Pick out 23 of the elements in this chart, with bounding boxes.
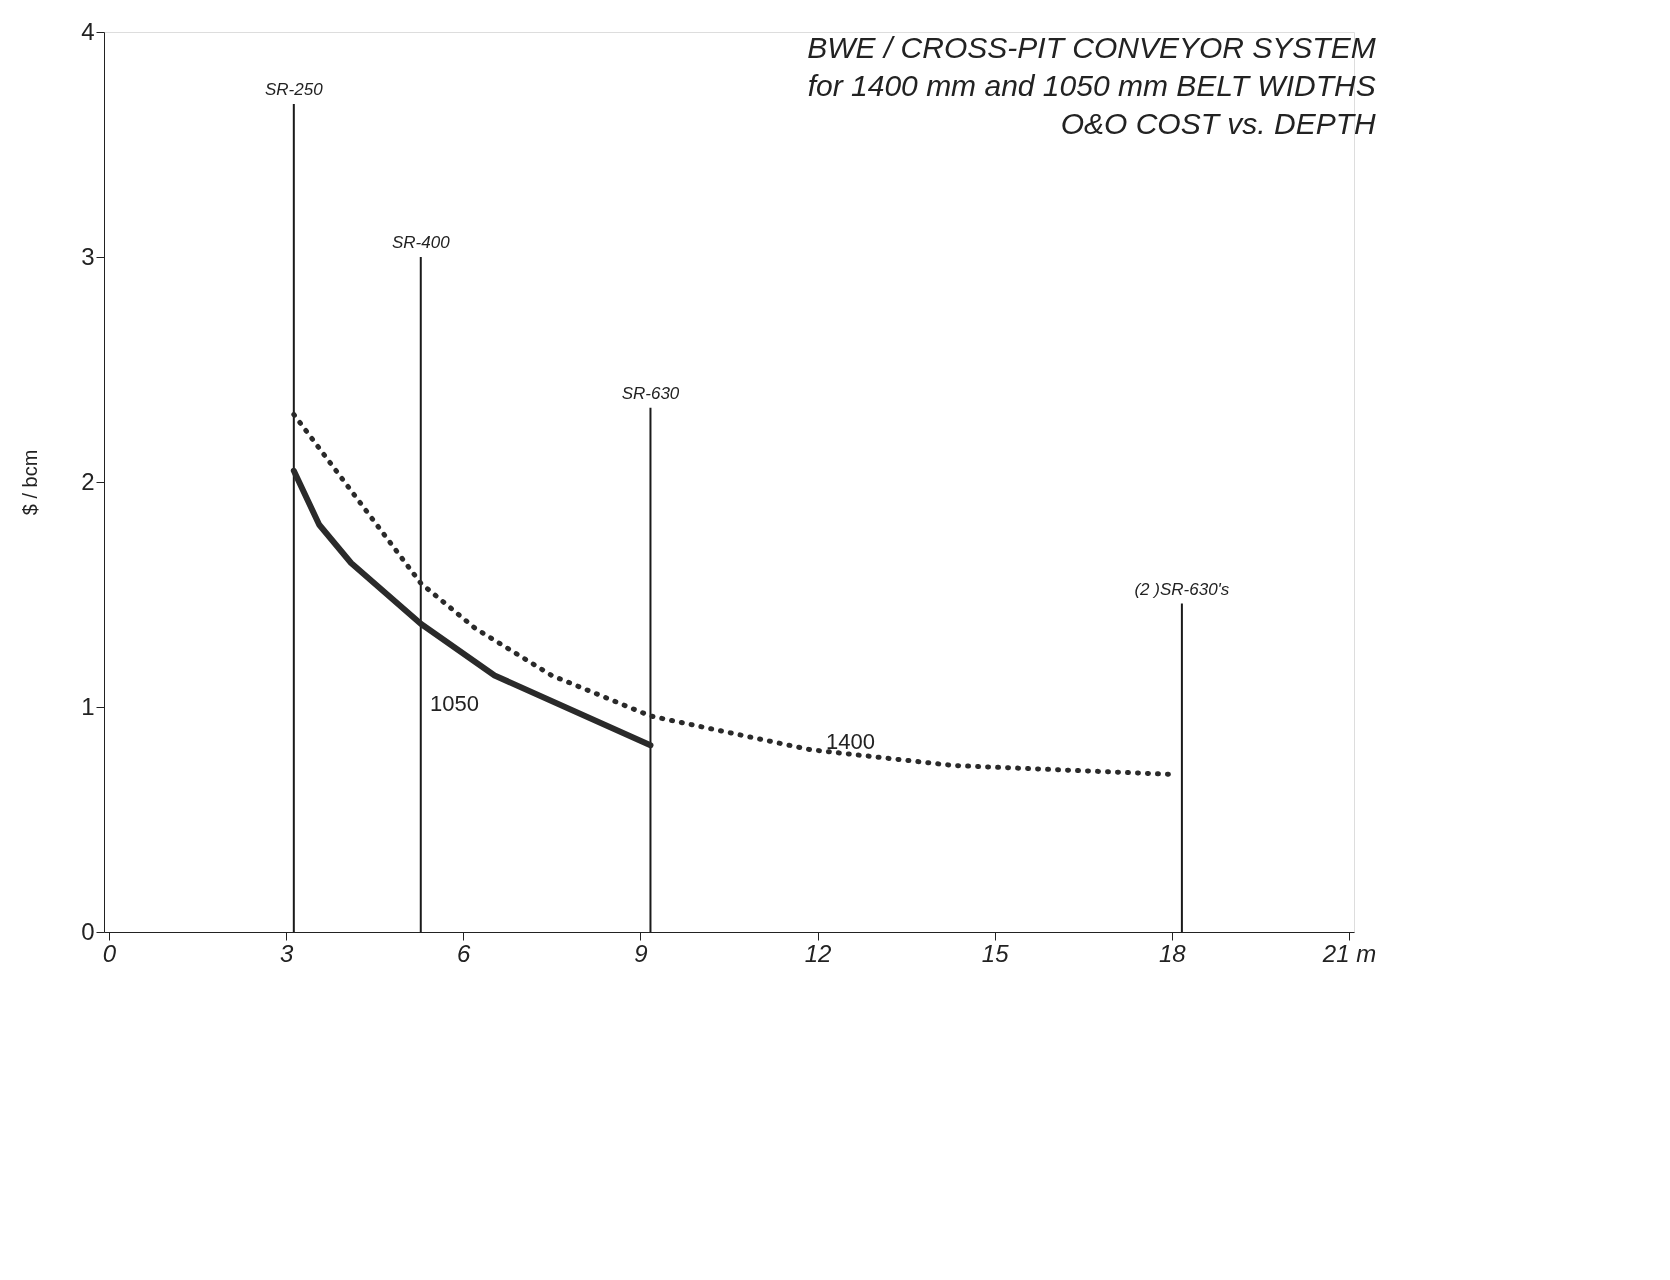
series-label: 1400 (826, 728, 875, 754)
text: O&O COST vs. DEPTH (1060, 107, 1376, 140)
y-tick-label: 4 (81, 17, 95, 45)
x-tick-label: 21 m (1321, 939, 1377, 967)
data-label: SR-250 (265, 80, 324, 99)
y-tick-label: 3 (81, 242, 95, 270)
x-tick-label: 12 (804, 939, 832, 967)
series-label: 1050 (430, 690, 480, 716)
data-label: SR-400 (391, 233, 451, 252)
y-tick-label: 0 (81, 917, 95, 945)
x-tick-label: 15 (981, 939, 1010, 967)
x-tick-label: 3 (279, 939, 294, 967)
data-label: (2 )SR-630's (1134, 579, 1230, 599)
y-tick-label: 2 (81, 467, 95, 495)
x-tick-label: 9 (634, 939, 648, 967)
y-axis-title: $ / bcm (19, 449, 42, 516)
text: for 1400 mm and 1050 mm BELT WIDTHS (807, 69, 1376, 102)
y-tick-label: 1 (81, 692, 95, 720)
x-tick-label: 0 (102, 939, 117, 967)
data-label: SR-630 (621, 383, 680, 403)
x-tick-label: 18 (1159, 939, 1187, 967)
x-tick-label: 6 (457, 939, 472, 967)
text: BWE / CROSS-PIT CONVEYOR SYSTEM (807, 31, 1376, 64)
